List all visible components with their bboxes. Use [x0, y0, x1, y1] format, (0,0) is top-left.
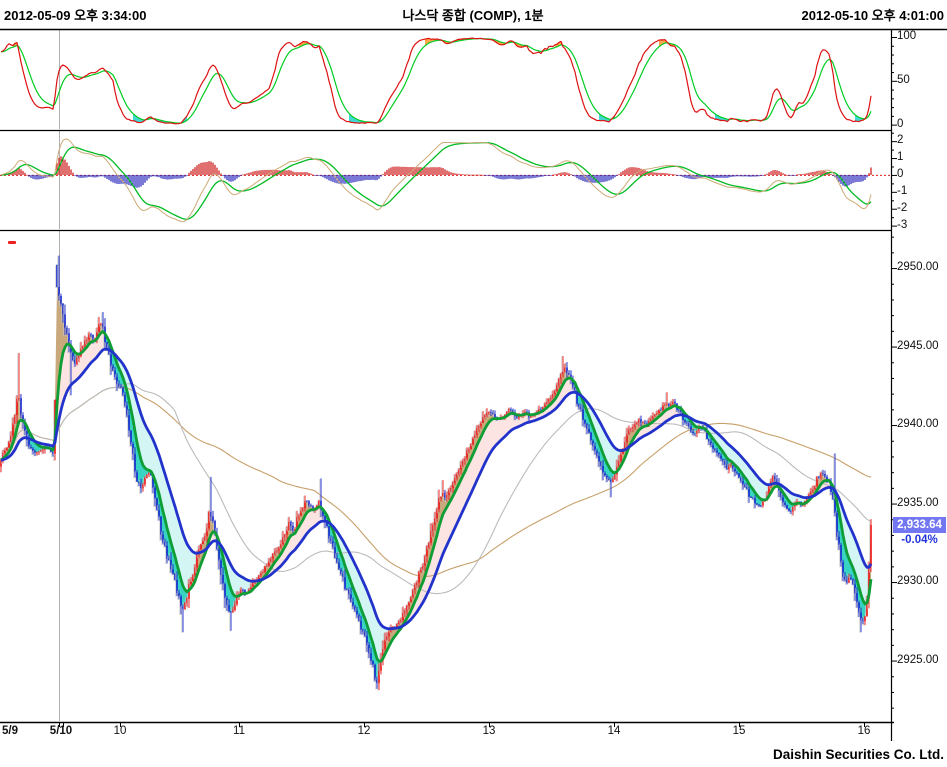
price-axis-label: 2945.00 [897, 339, 939, 352]
time-axis-label: 11 [233, 725, 245, 737]
time-axis-label: 5/9 [2, 725, 18, 737]
time-axis-label: 13 [482, 725, 496, 737]
time-axis-label: 10 [113, 725, 127, 737]
price-axis-label: 2925.00 [897, 653, 939, 666]
right-datetime: 2012-05-10 오후 4:01:00 [801, 8, 944, 23]
left-datetime: 2012-05-09 오후 3:34:00 [4, 8, 147, 23]
macd-axis-label: 2 [897, 134, 904, 147]
stoch-axis-label: 0 [897, 117, 904, 130]
change-percent: -0.04% [901, 534, 938, 546]
price-axis-label: 2950.00 [897, 261, 939, 274]
time-axis-label: 14 [607, 725, 621, 737]
stoch-axis-label: 100 [897, 30, 917, 42]
time-axis-label: 15 [732, 725, 746, 737]
last-price-badge: 2,933.64 [893, 517, 946, 533]
chart-title: 나스닥 종합 (COMP), 1분 [402, 8, 544, 23]
macd-axis-label: -2 [897, 201, 908, 214]
price-axis-label: 2935.00 [897, 496, 939, 509]
stoch-axis-label: 50 [897, 73, 910, 86]
time-axis-label: 5/10 [49, 725, 73, 737]
brand-footer: Daishin Securities Co. Ltd. [772, 747, 944, 762]
price-marker-dash [8, 241, 16, 244]
macd-axis-label: -1 [897, 184, 908, 197]
last-price-value: 2,933.64 [897, 519, 942, 531]
price-axis-label: 2940.00 [897, 418, 939, 431]
macd-axis-label: -3 [897, 218, 908, 231]
time-axis-label: 16 [857, 725, 871, 737]
time-axis-label: 12 [357, 725, 371, 737]
macd-axis-label: 0 [897, 167, 904, 180]
price-axis-label: 2930.00 [897, 575, 939, 588]
macd-axis-label: 1 [897, 151, 904, 164]
